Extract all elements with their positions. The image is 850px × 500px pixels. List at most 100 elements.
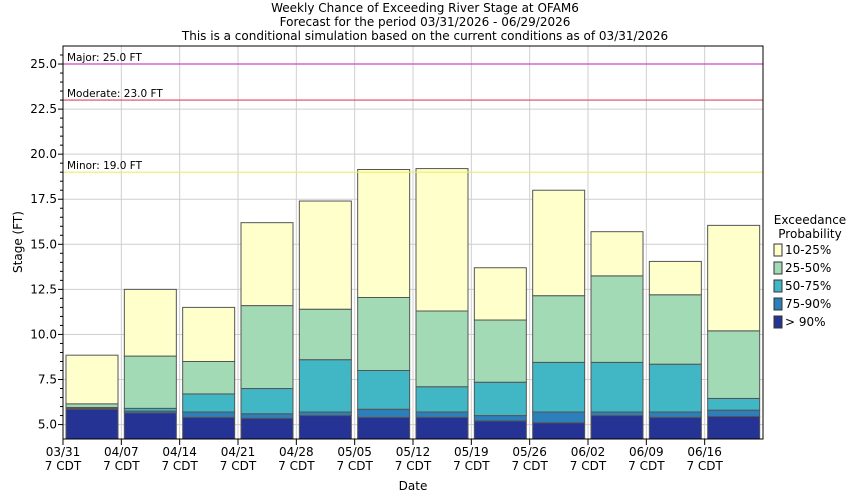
bar-segment <box>707 409 761 417</box>
x-tick-label-date: 06/16 <box>687 445 722 459</box>
legend-swatch <box>773 279 783 293</box>
threshold-label: Major: 25.0 FT <box>67 52 142 64</box>
bar-segment <box>473 415 527 422</box>
bar-segment <box>240 417 294 440</box>
legend-label: 75-90% <box>785 297 831 311</box>
bar-segment <box>415 310 469 388</box>
x-tick-label-tz: 7 CDT <box>686 459 723 473</box>
bar-segment <box>648 294 702 365</box>
bar-segment <box>415 411 469 418</box>
legend-swatch <box>773 297 783 311</box>
bar-segment <box>532 295 586 363</box>
legend-label: 10-25% <box>785 243 831 257</box>
bar-segment <box>473 381 527 417</box>
bar-segment <box>357 416 411 440</box>
y-tick-label: 17.5 <box>30 192 57 206</box>
chart-title: Weekly Chance of Exceeding River Stage a… <box>181 1 668 43</box>
y-tick-label: 22.5 <box>30 102 57 116</box>
y-tick-label: 15.0 <box>30 237 57 251</box>
x-tick-label-tz: 7 CDT <box>45 459 82 473</box>
bar-segment <box>123 355 177 409</box>
legend-label: 50-75% <box>785 279 831 293</box>
bar-segment <box>240 222 294 307</box>
x-tick-label-tz: 7 CDT <box>570 459 607 473</box>
bar-segment <box>590 231 644 277</box>
bar-segment <box>473 420 527 440</box>
bar-segment <box>182 360 236 395</box>
bar-segment <box>590 361 644 413</box>
x-tick-label-date: 05/05 <box>337 445 372 459</box>
bar-segment <box>648 416 702 440</box>
bar-segment <box>298 415 352 440</box>
bar-segment <box>240 413 294 419</box>
x-tick-label-tz: 7 CDT <box>628 459 665 473</box>
legend: Exceedance Probability 10-25% 25-50% 50-75… <box>773 213 846 329</box>
bar-segment <box>532 361 586 413</box>
x-tick-label-date: 03/31 <box>46 445 81 459</box>
bar-segment <box>357 168 411 298</box>
x-tick-label-date: 04/14 <box>162 445 197 459</box>
bar-segment <box>240 305 294 390</box>
bar-stacks <box>65 168 761 440</box>
x-tick-label-date: 05/19 <box>454 445 489 459</box>
bar-segment <box>240 388 294 415</box>
x-tick-label-tz: 7 CDT <box>103 459 140 473</box>
bar-segment <box>532 422 586 440</box>
legend-swatch <box>773 243 783 257</box>
x-tick-label-date: 05/12 <box>396 445 431 459</box>
bar-segment <box>357 408 411 418</box>
bar-segment <box>357 296 411 371</box>
bar-segment <box>182 416 236 440</box>
bar-segment <box>182 393 236 413</box>
x-tick-label-tz: 7 CDT <box>336 459 373 473</box>
bar-segment <box>415 168 469 312</box>
title-line-1: Weekly Chance of Exceeding River Stage a… <box>271 1 579 15</box>
bar-segment <box>357 369 411 410</box>
bar-segment <box>65 403 119 408</box>
bar-segment <box>590 411 644 417</box>
y-axis-label: Stage (FT) <box>11 211 25 273</box>
threshold-label: Moderate: 23.0 FT <box>67 88 163 100</box>
bar-segment <box>123 412 177 440</box>
bar-segment <box>415 386 469 413</box>
bar-segment <box>298 411 352 417</box>
threshold-label: Minor: 19.0 FT <box>67 160 143 172</box>
bar-segment <box>648 260 702 296</box>
x-tick-label-tz: 7 CDT <box>395 459 432 473</box>
y-tick-label: 20.0 <box>30 147 57 161</box>
x-tick-label-date: 04/28 <box>279 445 314 459</box>
legend-label: 25-50% <box>785 261 831 275</box>
bar-segment <box>298 308 352 361</box>
bar-segment <box>532 189 586 297</box>
y-tick-label: 25.0 <box>30 57 57 71</box>
title-line-2: Forecast for the period 03/31/2026 - 06/… <box>280 15 571 29</box>
x-axis-label: Date <box>399 479 428 493</box>
title-line-3: This is a conditional simulation based o… <box>181 29 668 43</box>
legend-swatch <box>773 315 783 329</box>
x-tick-label-tz: 7 CDT <box>453 459 490 473</box>
bar-segment <box>298 359 352 413</box>
bar-segment <box>707 397 761 411</box>
bar-segment <box>473 319 527 383</box>
x-tick-label-date: 06/09 <box>629 445 664 459</box>
x-tick-label-date: 04/07 <box>104 445 139 459</box>
bar-segment <box>415 416 469 440</box>
legend-swatch <box>773 261 783 275</box>
bar-segment <box>65 354 119 405</box>
legend-title-line-1: Exceedance <box>774 213 846 227</box>
bar-segment <box>298 200 352 310</box>
y-tick-label: 5.0 <box>38 418 57 432</box>
legend-label: > 90% <box>785 315 826 329</box>
y-tick-label: 7.5 <box>38 373 57 387</box>
bar-segment <box>473 267 527 321</box>
x-tick-label-date: 04/21 <box>221 445 256 459</box>
bar-segment <box>648 363 702 413</box>
bar-segment <box>123 288 177 357</box>
bar-segment <box>648 411 702 418</box>
legend-title-line-2: Probability <box>778 227 841 241</box>
bar-segment <box>590 275 644 363</box>
y-tick-label: 12.5 <box>30 282 57 296</box>
x-tick-label-date: 06/02 <box>571 445 606 459</box>
x-tick-label-tz: 7 CDT <box>278 459 315 473</box>
